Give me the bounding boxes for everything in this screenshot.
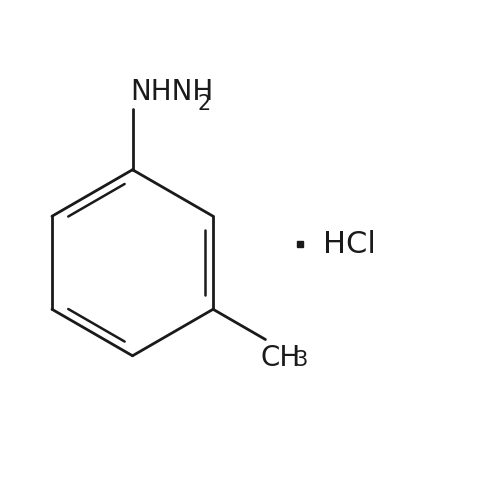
Text: HCl: HCl: [323, 229, 376, 259]
Text: NHNH: NHNH: [130, 78, 214, 105]
Text: CH: CH: [261, 344, 301, 372]
Text: 2: 2: [198, 94, 211, 114]
Bar: [297, 241, 303, 247]
Text: 3: 3: [294, 350, 308, 370]
